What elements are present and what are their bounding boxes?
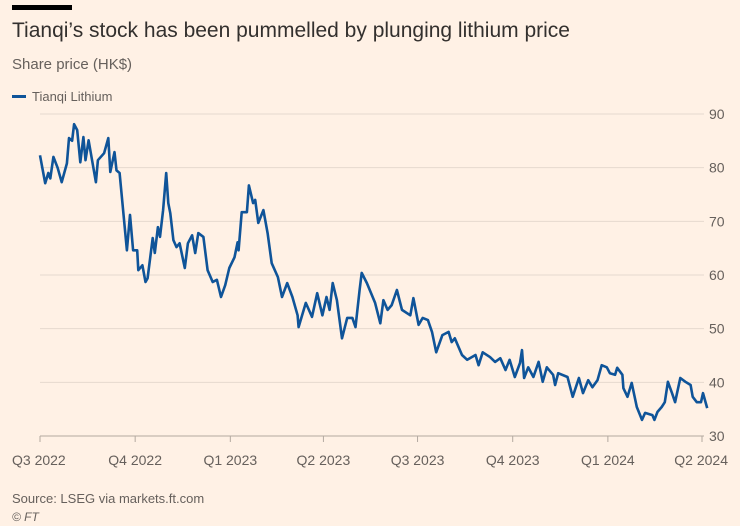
chart-title: Tianqi’s stock has been pummelled by plu… <box>12 19 570 42</box>
legend-swatch <box>12 95 26 98</box>
y-tick-label: 40 <box>709 374 725 390</box>
y-tick-label: 90 <box>709 106 725 122</box>
series-line-tianqi-lithium <box>38 122 709 422</box>
x-tick-label: Q2 2024 <box>674 452 728 468</box>
x-tick-label: Q3 2023 <box>391 452 445 468</box>
chart-subtitle: Share price (HK$) <box>12 56 133 73</box>
x-tick-label: Q2 2023 <box>297 452 351 468</box>
x-tick-label: Q3 2022 <box>12 452 66 468</box>
x-tick-label: Q4 2023 <box>486 452 540 468</box>
credit: © FT <box>12 510 39 524</box>
y-tick-label: 70 <box>709 213 725 229</box>
legend: Tianqi Lithium <box>12 89 112 104</box>
x-tick-label: Q1 2023 <box>203 452 257 468</box>
y-tick-label: 60 <box>709 267 725 283</box>
source-note: Source: LSEG via markets.ft.com <box>12 491 205 506</box>
legend-label: Tianqi Lithium <box>32 89 113 104</box>
y-tick-label: 50 <box>709 321 725 337</box>
y-tick-label: 80 <box>709 160 725 176</box>
x-tick-label: Q1 2024 <box>581 452 635 468</box>
y-tick-label: 30 <box>709 428 725 444</box>
ft-top-bar <box>12 5 72 10</box>
x-tick-label: Q4 2022 <box>108 452 162 468</box>
